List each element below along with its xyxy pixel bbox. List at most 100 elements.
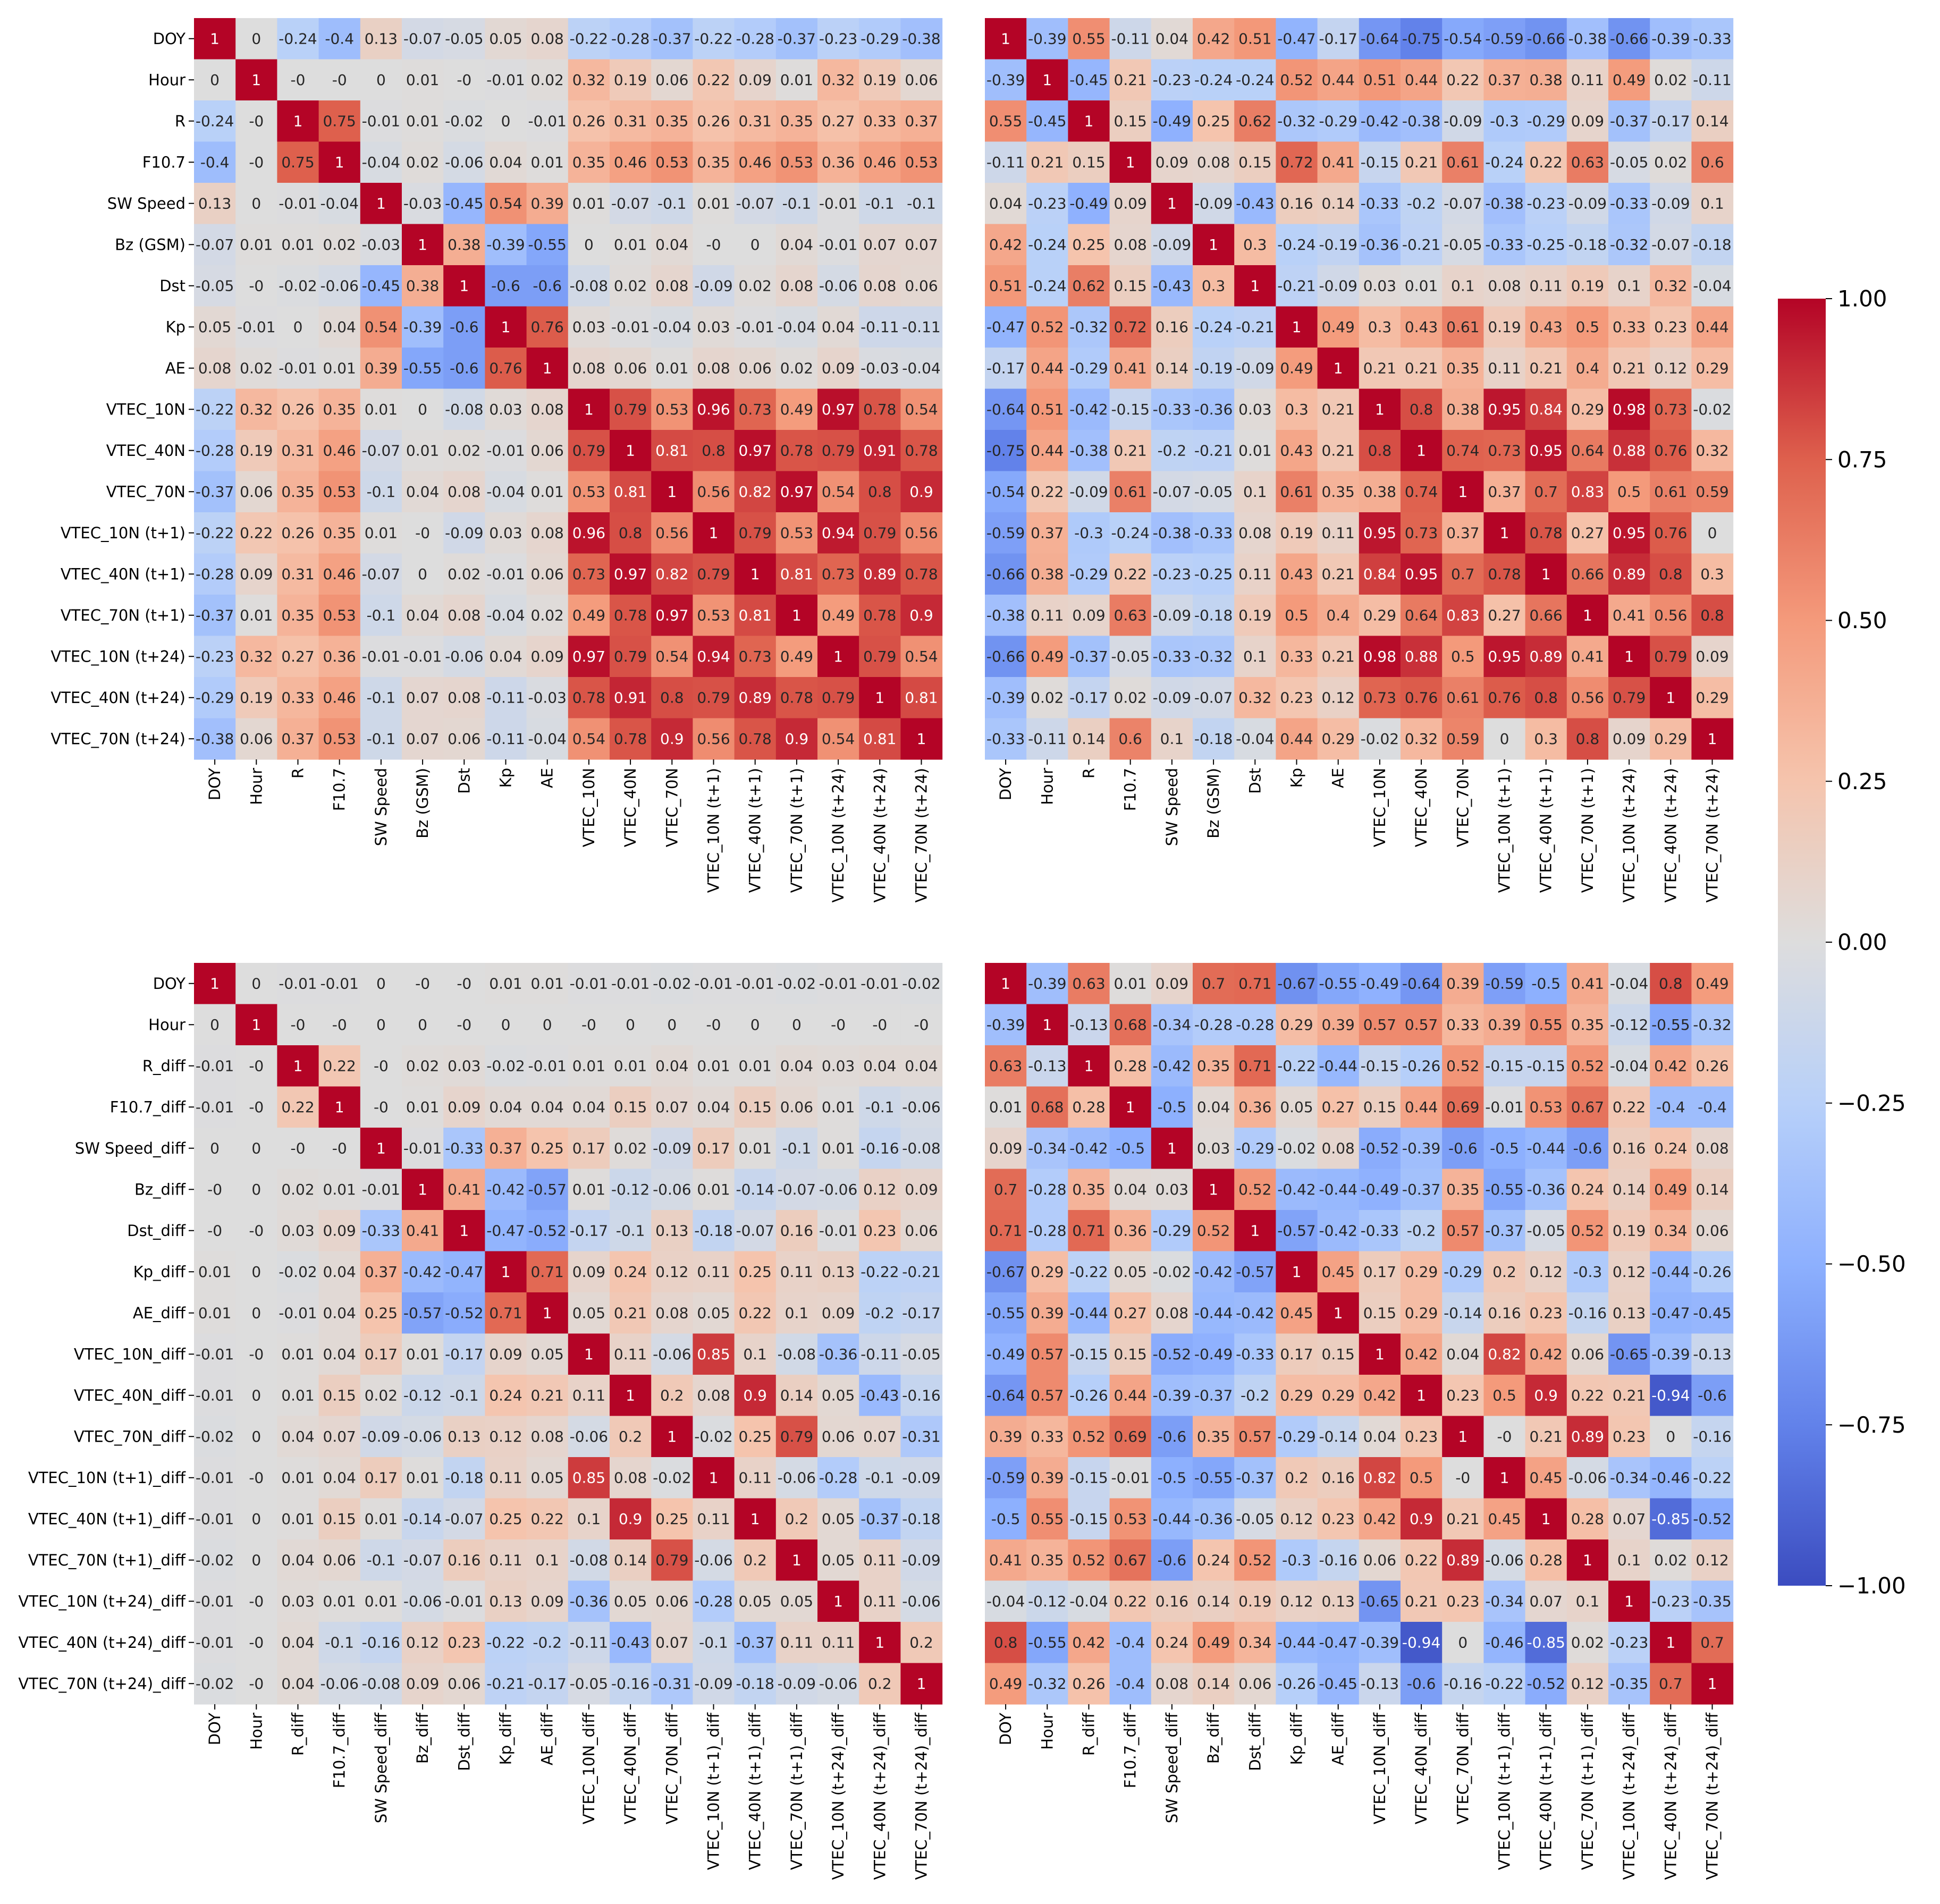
cell-value-label: -0.52 [445, 1304, 483, 1322]
cell-value-label: 0.29 [1696, 689, 1728, 706]
cell-value-label: 0 [543, 1016, 552, 1034]
heatmap-cell [1317, 1251, 1360, 1293]
heatmap-cell [360, 1086, 402, 1128]
heatmap-cell [318, 306, 361, 348]
heatmap-cell [235, 100, 277, 142]
row-tick-label: VTEC_40N (t+1)_diff [28, 1510, 186, 1528]
cell-value-label: -0.07 [1194, 689, 1233, 706]
heatmap-cell [775, 1045, 818, 1087]
cell-value-label: -0.36 [570, 1593, 608, 1610]
heatmap-cell [568, 636, 610, 678]
cell-value-label: 0.7 [1202, 975, 1226, 992]
cell-value-label: -0.18 [694, 1222, 732, 1239]
cell-value-label: -0.11 [861, 318, 899, 336]
cell-value-label: 1 [667, 1428, 677, 1445]
heatmap-cell [1151, 183, 1193, 225]
heatmap-cell [235, 471, 277, 513]
cell-value-label: 0.07 [863, 236, 896, 253]
heatmap-cell [1566, 1416, 1609, 1458]
heatmap-cell [900, 1128, 943, 1170]
heatmap-cell [318, 348, 361, 390]
heatmap-cell [1234, 1210, 1276, 1252]
heatmap-cell [1650, 183, 1692, 225]
cell-value-label: -0.39 [986, 1016, 1025, 1034]
cell-value-label: 0.79 [614, 401, 647, 418]
cell-value-label: -0.6 [450, 359, 479, 377]
cell-value-label: 0.21 [1114, 442, 1147, 459]
heatmap-cell [1026, 430, 1068, 472]
cell-value-label: -0.04 [1069, 1593, 1108, 1610]
cell-value-label: -0.6 [491, 277, 520, 294]
heatmap-cell [900, 1539, 943, 1581]
cell-value-label: -0.37 [196, 483, 234, 501]
heatmap-cell [693, 348, 735, 390]
heatmap-cell [443, 677, 485, 719]
cell-value-label: 0.78 [780, 442, 813, 459]
heatmap-cell [277, 430, 319, 472]
column-tick-label: VTEC_40N (t+1) [746, 768, 764, 893]
cell-value-label: 0.12 [863, 1181, 896, 1198]
cell-value-label: -0 [249, 1593, 264, 1610]
cell-value-label: -0.33 [1361, 194, 1399, 212]
heatmap-cell [1650, 1375, 1692, 1417]
cell-value-label: 0.36 [323, 648, 356, 665]
cell-value-label: 1 [1583, 606, 1592, 624]
cell-value-label: 0.09 [905, 1181, 938, 1198]
cell-value-label: 0.8 [1410, 401, 1433, 418]
heatmap-cell [817, 59, 859, 101]
heatmap-cell [568, 306, 610, 348]
cell-value-label: -0.37 [1610, 112, 1648, 130]
heatmap-cell [1359, 963, 1401, 1005]
cell-value-label: 0 [626, 1016, 635, 1034]
heatmap-cell [775, 471, 818, 513]
heatmap-cell [1566, 963, 1609, 1005]
heatmap-cell [526, 1457, 569, 1499]
heatmap-cell [1691, 1333, 1734, 1375]
cell-value-label: 0.38 [406, 277, 439, 294]
heatmap-cell [693, 265, 735, 307]
column-tick-label: Bz_diff [414, 1712, 432, 1764]
column-tick-label: Dst [455, 768, 473, 794]
column-tick-label: Bz (GSM) [414, 768, 432, 839]
cell-value-label: 0.31 [614, 112, 647, 130]
cell-value-label: 0.2 [660, 1386, 684, 1404]
heatmap-cell [526, 141, 569, 183]
heatmap-cell [318, 1169, 361, 1211]
heatmap-cell [568, 677, 610, 719]
cell-value-label: 0.32 [1405, 730, 1438, 748]
cell-value-label: -0 [457, 71, 471, 89]
heatmap-cell [1401, 1622, 1443, 1664]
heatmap-cell [1566, 1457, 1609, 1499]
heatmap-cell [1525, 306, 1567, 348]
cell-value-label: -0.34 [1028, 1139, 1066, 1157]
heatmap-cell [1608, 636, 1650, 678]
heatmap-cell [1483, 430, 1526, 472]
heatmap-cell [485, 1004, 527, 1046]
heatmap-cell [1525, 265, 1567, 307]
cell-value-label: 0.35 [1446, 359, 1479, 377]
heatmap-cell [817, 1580, 859, 1622]
heatmap-cell [277, 553, 319, 595]
heatmap-cell [1068, 1004, 1110, 1046]
heatmap-cell [1525, 18, 1567, 60]
cell-value-label: -0.59 [1485, 975, 1523, 992]
cell-value-label: -0.44 [1069, 1304, 1108, 1322]
cell-value-label: 0.55 [989, 112, 1022, 130]
cell-value-label: 0.14 [614, 1551, 647, 1569]
heatmap-cell [985, 963, 1027, 1005]
cell-value-label: -0.01 [403, 648, 442, 665]
heatmap-cell [900, 1169, 943, 1211]
cell-value-label: 0.01 [739, 1139, 772, 1157]
cell-value-label: -0.03 [403, 194, 442, 212]
heatmap-cell [1483, 388, 1526, 430]
heatmap-cell [1442, 963, 1484, 1005]
heatmap-cell [443, 18, 485, 60]
cell-value-label: 0.25 [365, 1304, 398, 1322]
cell-value-label: 0.26 [697, 112, 730, 130]
column-tick-label: F10.7 [331, 768, 349, 811]
heatmap-cell [526, 1086, 569, 1128]
cell-value-label: -0.24 [1111, 524, 1149, 541]
heatmap-cell [1442, 1498, 1484, 1540]
heatmap-cell [610, 1375, 652, 1417]
cell-value-label: 0.03 [281, 1593, 314, 1610]
